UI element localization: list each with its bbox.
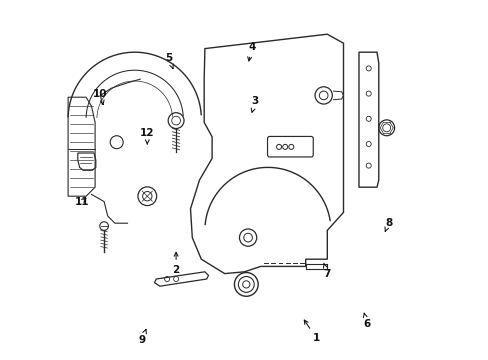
Text: 2: 2 (172, 252, 180, 275)
Text: 6: 6 (363, 313, 370, 329)
Text: 9: 9 (138, 329, 146, 345)
Text: 11: 11 (74, 197, 89, 207)
Text: 3: 3 (251, 96, 258, 112)
Text: 12: 12 (140, 128, 154, 144)
Text: 7: 7 (323, 263, 330, 279)
Text: 10: 10 (93, 89, 107, 104)
Circle shape (100, 222, 108, 230)
Text: 8: 8 (384, 218, 391, 231)
Text: 4: 4 (247, 42, 255, 61)
Text: 5: 5 (165, 53, 173, 68)
Text: 1: 1 (304, 320, 320, 343)
